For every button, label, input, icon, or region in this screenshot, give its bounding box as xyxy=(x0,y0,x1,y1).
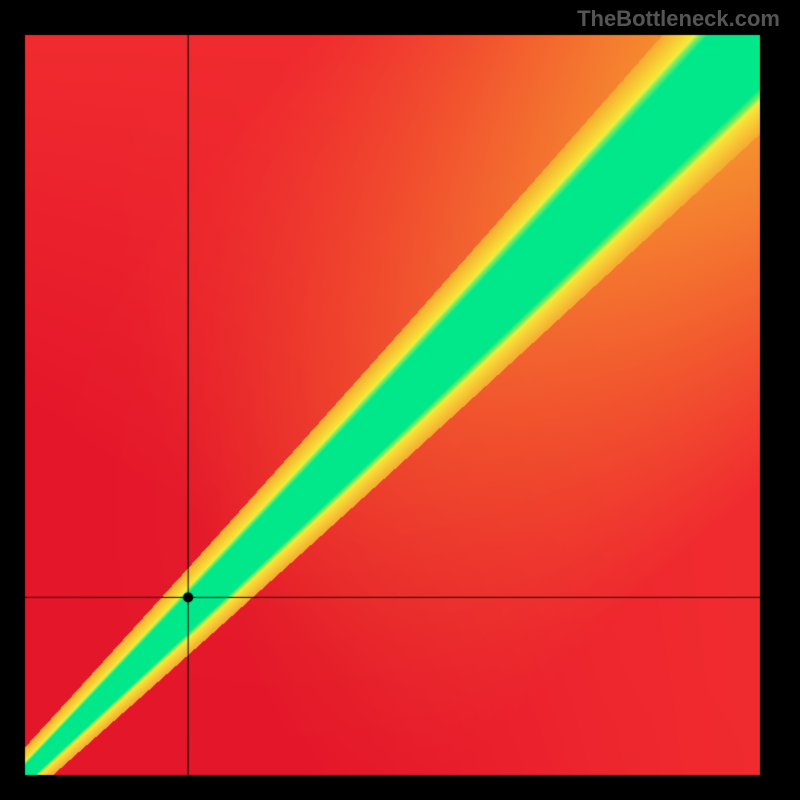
attribution-text: TheBottleneck.com xyxy=(577,6,780,32)
chart-container: TheBottleneck.com xyxy=(0,0,800,800)
bottleneck-heatmap xyxy=(0,0,800,800)
